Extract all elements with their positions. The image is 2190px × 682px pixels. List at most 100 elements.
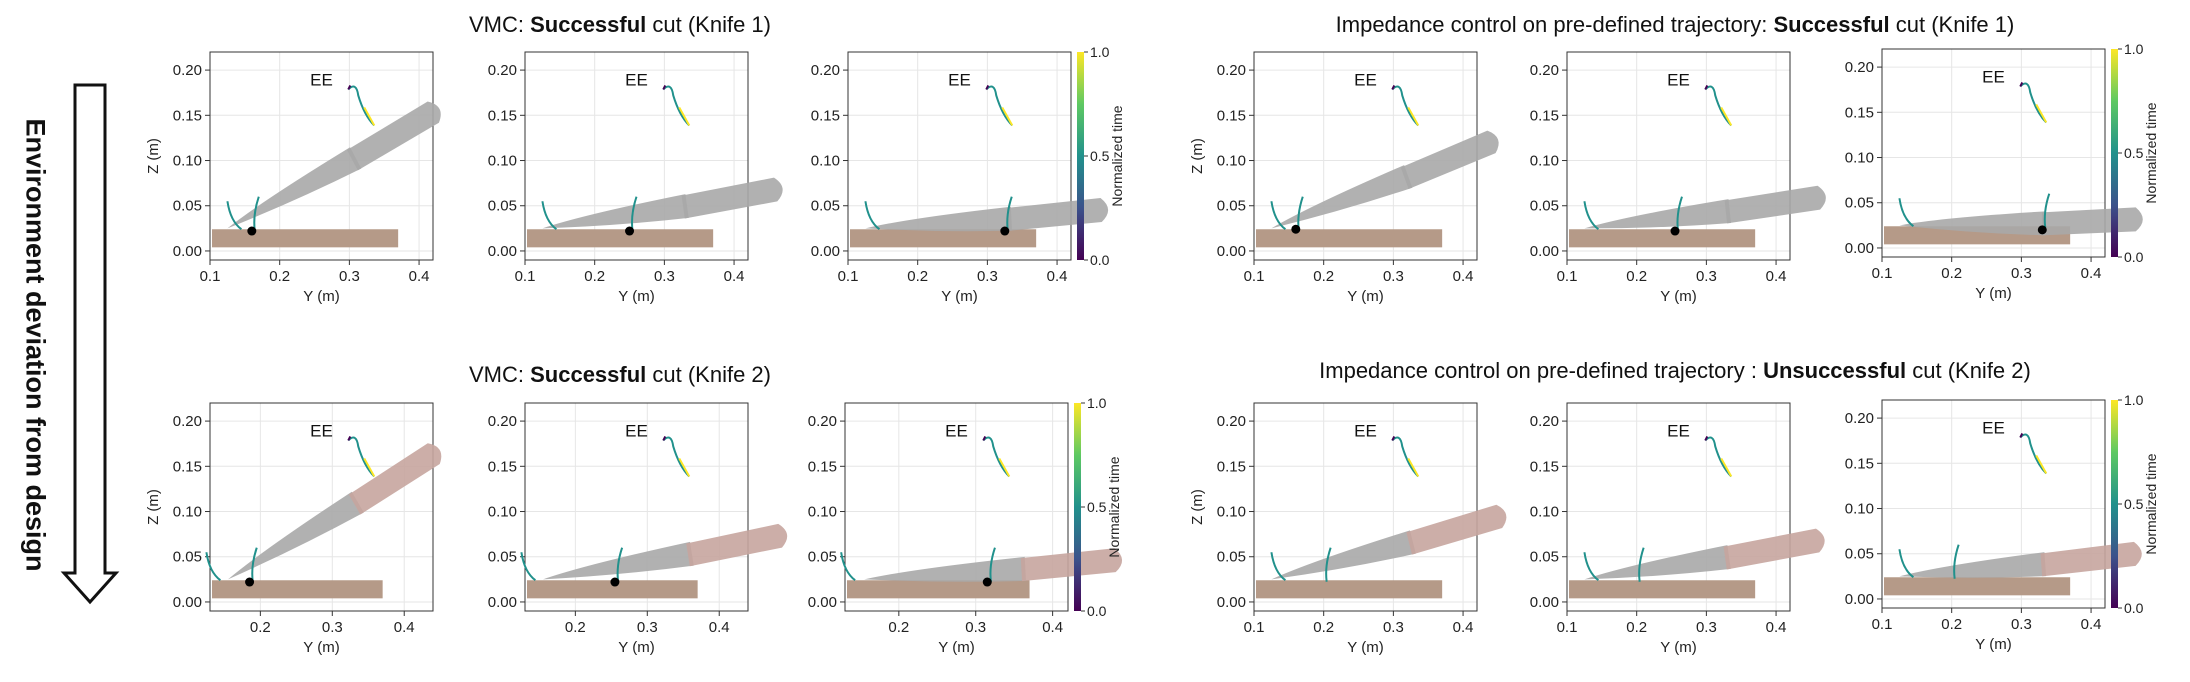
ee-trajectory	[662, 436, 690, 478]
y-tick-label: 0.00	[1845, 591, 1874, 608]
colorbar-tick-label: 0.5	[2124, 145, 2144, 161]
y-tick-label: 0.15	[1530, 458, 1559, 475]
knife-handle	[1723, 528, 1825, 570]
y-tick-label: 0.20	[488, 413, 517, 430]
x-tick-label: 0.1	[1244, 619, 1265, 636]
knife-handle	[681, 177, 783, 219]
y-tick-label: 0.20	[811, 62, 840, 79]
y-tick-label: 0.10	[1530, 153, 1559, 170]
x-tick-label: 0.1	[515, 268, 536, 285]
y-axis-label: Z (m)	[145, 489, 162, 525]
ee-trajectory	[985, 85, 1013, 127]
y-tick-label: 0.00	[173, 243, 202, 260]
x-tick-label: 0.4	[2081, 616, 2102, 633]
y-tick-label: 0.20	[1217, 62, 1246, 79]
knife	[227, 101, 441, 229]
axes-frame	[847, 51, 1072, 261]
axes-frame	[209, 51, 434, 261]
x-tick-label: 0.2	[1941, 616, 1962, 633]
ee-trajectory-start	[2019, 432, 2024, 438]
y-tick-label: 0.05	[488, 549, 517, 566]
axes-frame	[1881, 48, 2106, 258]
axes-frame	[1253, 402, 1478, 612]
ee-trajectory	[2019, 82, 2047, 124]
y-axis-label: Z (m)	[1189, 489, 1206, 525]
contact-point	[2037, 225, 2047, 235]
x-tick-label: 0.3	[339, 268, 360, 285]
knife-handle	[348, 443, 442, 515]
y-tick-label: 0.05	[808, 549, 837, 566]
ee-trajectory-start	[347, 84, 352, 90]
trajectory-start	[1270, 552, 1287, 582]
y-tick-label: 0.00	[488, 243, 517, 260]
y-tick-label: 0.00	[808, 594, 837, 611]
y-tick-label: 0.20	[1845, 59, 1874, 76]
y-tick-label: 0.10	[173, 504, 202, 521]
x-tick-label: 0.3	[2011, 265, 2032, 282]
colorbar	[2111, 49, 2118, 257]
trajectory-contact	[989, 547, 996, 582]
x-tick-label: 0.4	[394, 619, 415, 636]
axes-frame	[524, 51, 749, 261]
knife-blade	[865, 206, 1013, 232]
colorbar-tick-label: 1.0	[1090, 44, 1110, 60]
y-tick-label: 0.10	[173, 153, 202, 170]
y-tick-label: 0.15	[808, 458, 837, 475]
ee-trajectory	[1391, 436, 1419, 478]
knife	[542, 523, 788, 580]
trajectory-contact	[1638, 547, 1645, 582]
contact-point	[1000, 226, 1010, 236]
ee-trajectory	[662, 85, 690, 127]
subplot-p2-3: 0.1 0.2 0.3 0.4 0.00 0.05 0.10 0.15 0.20 Y (m) EE 0…	[1845, 41, 2159, 302]
knife-blade	[227, 491, 364, 580]
y-tick-label: 0.10	[811, 153, 840, 170]
knife-blade	[542, 194, 689, 229]
x-axis-label: Y (m)	[938, 639, 974, 656]
y-tick-label: 0.15	[1217, 107, 1246, 124]
y-tick-label: 0.10	[1217, 504, 1246, 521]
y-tick-label: 0.10	[488, 504, 517, 521]
x-tick-label: 0.2	[269, 268, 290, 285]
ee-trajectory-end	[1720, 106, 1733, 126]
colorbar-tick-label: 1.0	[2124, 41, 2144, 57]
colorbar	[1074, 403, 1081, 611]
colorbar-label: Normalized time	[2143, 453, 2159, 554]
knife-blade	[1271, 530, 1416, 580]
y-tick-label: 0.20	[173, 62, 202, 79]
cutting-board	[1569, 229, 1756, 248]
axes-frame	[209, 402, 434, 612]
y-tick-label: 0.05	[1217, 198, 1246, 215]
x-tick-label: 0.1	[838, 268, 859, 285]
y-tick-label: 0.00	[811, 243, 840, 260]
ee-trajectory-end	[363, 457, 376, 477]
trajectory-start	[205, 552, 222, 582]
cutting-board	[1256, 229, 1443, 248]
knife-handle	[1724, 185, 1826, 224]
x-axis-label: Y (m)	[303, 288, 339, 305]
trajectory-start	[520, 552, 537, 582]
y-axis-label: Z (m)	[145, 138, 162, 174]
x-axis-label: Y (m)	[1660, 288, 1696, 305]
x-tick-label: 0.2	[907, 268, 928, 285]
y-tick-label: 0.05	[811, 198, 840, 215]
y-tick-label: 0.00	[173, 594, 202, 611]
x-tick-label: 0.3	[2011, 616, 2032, 633]
x-tick-label: 0.4	[1453, 268, 1474, 285]
axes-frame	[844, 402, 1069, 612]
axes-frame	[1881, 399, 2106, 609]
contact-point	[1670, 226, 1680, 236]
subplot-p4-1: 0.1 0.2 0.3 0.4 0.00 0.05 0.10 0.15 0.20 Y (m) Z (…	[1189, 402, 1507, 656]
ee-trajectory	[1704, 85, 1732, 127]
y-tick-label: 0.10	[488, 153, 517, 170]
ee-trajectory-end	[1407, 106, 1420, 126]
y-tick-label: 0.15	[488, 107, 517, 124]
knife-handle	[1406, 504, 1507, 555]
x-tick-label: 0.4	[1453, 619, 1474, 636]
knife-blade	[1899, 552, 2047, 578]
y-tick-label: 0.05	[1845, 546, 1874, 563]
y-tick-label: 0.00	[1217, 243, 1246, 260]
cutting-board	[527, 580, 698, 599]
y-axis-label: Z (m)	[1189, 138, 1206, 174]
contact-point	[982, 577, 992, 587]
